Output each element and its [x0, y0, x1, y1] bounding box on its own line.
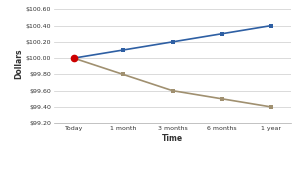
X-axis label: Time: Time — [162, 134, 183, 143]
Y-axis label: Dollars: Dollars — [14, 49, 23, 80]
